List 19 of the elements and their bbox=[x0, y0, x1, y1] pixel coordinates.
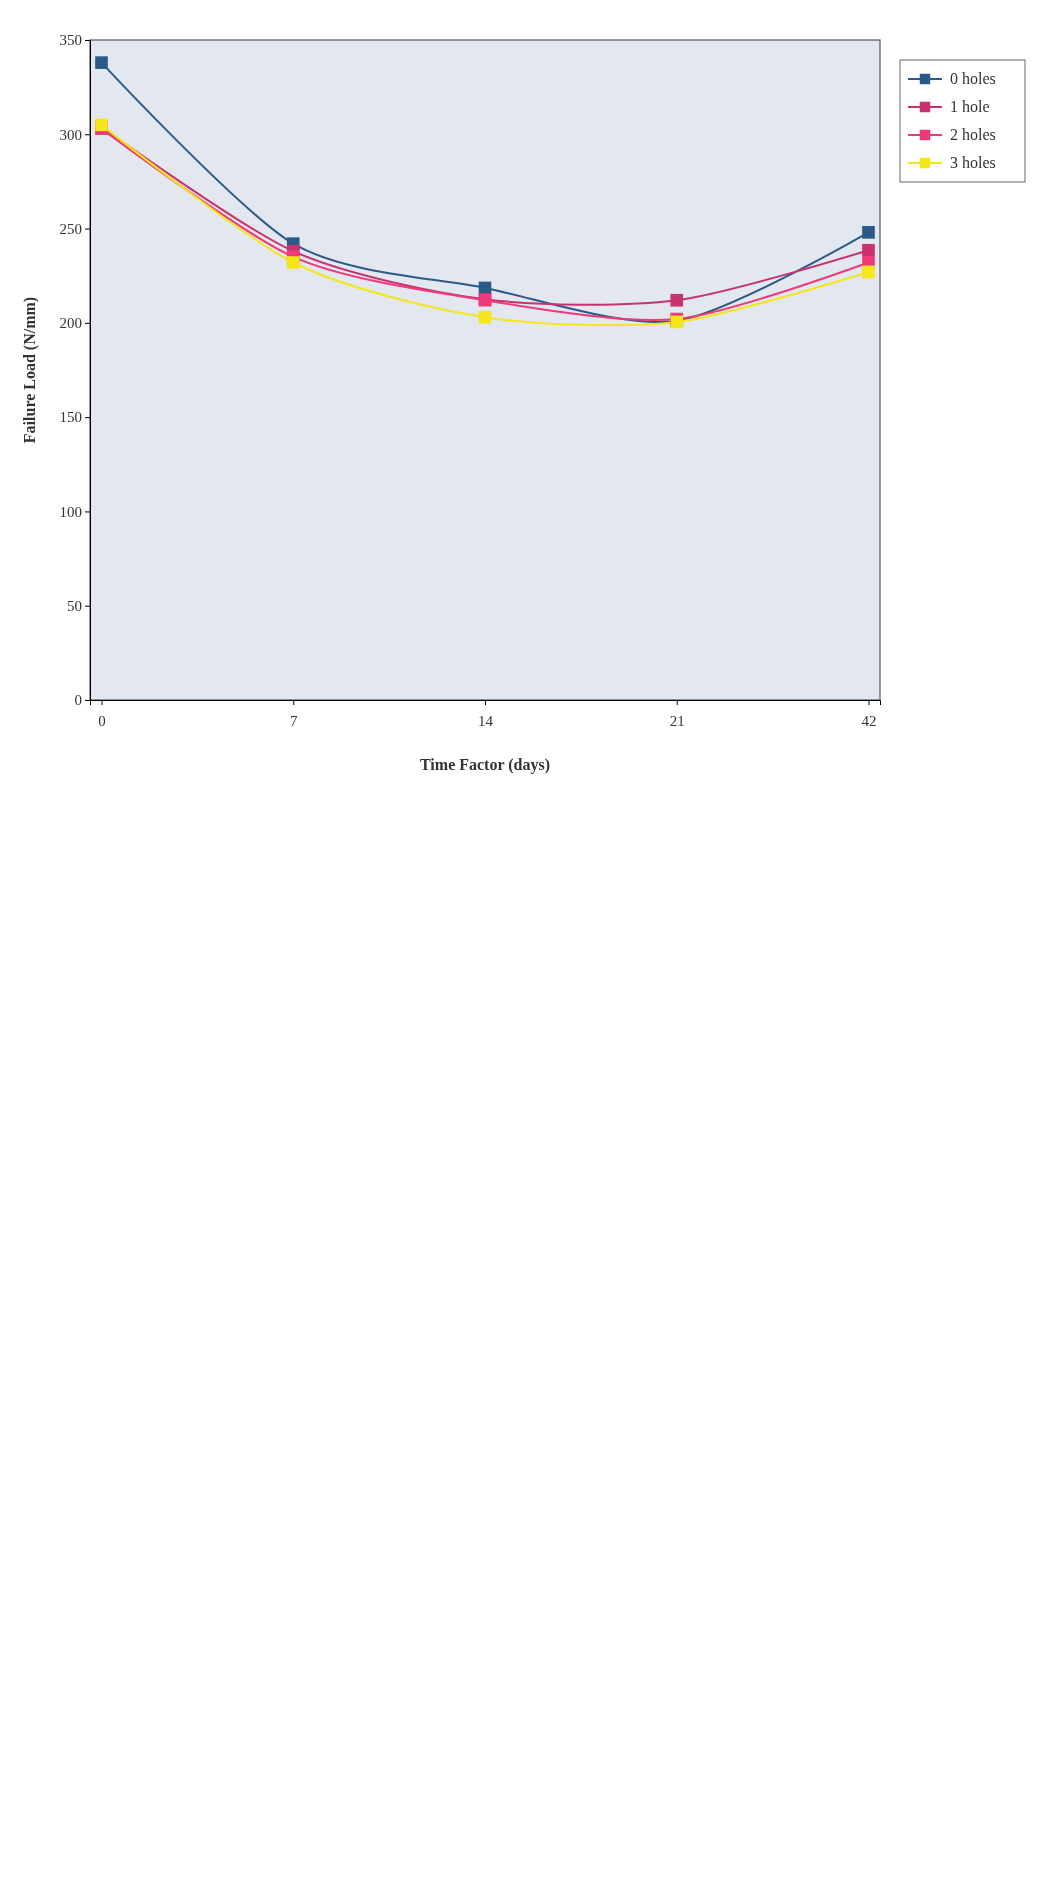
x-tick-label: 0 bbox=[98, 713, 106, 729]
y-tick-label: 50 bbox=[67, 598, 82, 615]
y-tick-label: 250 bbox=[59, 220, 82, 237]
y-tick-label: 200 bbox=[59, 315, 82, 332]
legend-label: 0 holes bbox=[950, 70, 996, 87]
y-tick-label: 350 bbox=[59, 32, 82, 49]
legend-label: 3 holes bbox=[950, 154, 996, 171]
y-tick-label: 100 bbox=[59, 503, 82, 520]
y-axis-title: Failure Load (N/mm) bbox=[21, 296, 39, 444]
x-tick-label: 42 bbox=[861, 713, 877, 729]
x-tick-label: 14 bbox=[478, 713, 494, 729]
y-tick-label: 300 bbox=[59, 126, 82, 143]
y-tick-label: 150 bbox=[59, 409, 82, 426]
y-tick-label: 0 bbox=[74, 692, 82, 709]
legend-label: 2 holes bbox=[950, 126, 996, 143]
x-axis-title: Time Factor (days) bbox=[419, 756, 551, 774]
legend-label: 1 hole bbox=[950, 98, 990, 115]
x-tick-label: 21 bbox=[669, 713, 685, 729]
x-tick-label: 7 bbox=[290, 713, 298, 729]
